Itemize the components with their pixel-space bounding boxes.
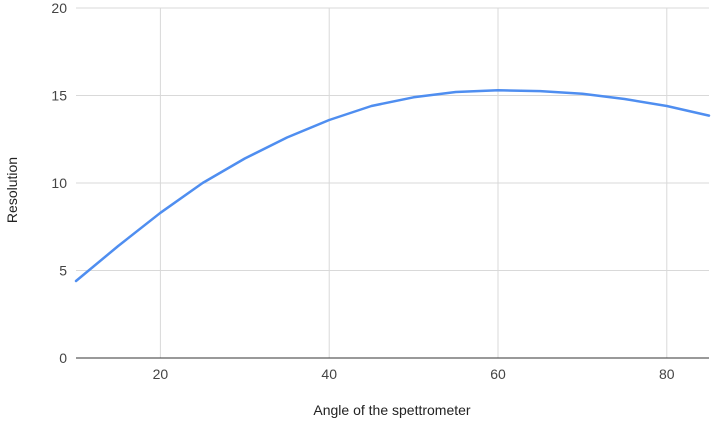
data-point [666, 105, 668, 107]
x-axis-ticks: 20 40 60 80 [153, 366, 675, 382]
y-tick-label: 20 [51, 0, 67, 16]
series-group [74, 89, 711, 283]
data-point [159, 212, 161, 214]
y-tick-label: 0 [59, 350, 67, 366]
data-point [201, 182, 203, 184]
data-point [412, 96, 414, 98]
data-point [286, 136, 288, 138]
data-point [75, 280, 77, 282]
gridlines [76, 7, 709, 358]
data-point [244, 157, 246, 159]
x-tick-label: 80 [659, 366, 675, 382]
data-point [497, 89, 499, 91]
data-point [623, 98, 625, 100]
data-point [370, 105, 372, 107]
data-point [708, 114, 710, 116]
data-point [455, 91, 457, 93]
y-tick-label: 10 [51, 175, 67, 191]
x-tick-label: 60 [490, 366, 506, 382]
x-tick-label: 40 [321, 366, 337, 382]
y-axis-ticks: 0 5 10 15 20 [51, 0, 67, 366]
y-axis-title: Resolution [4, 157, 20, 223]
series-line-0 [74, 89, 711, 283]
data-point [539, 90, 541, 92]
data-point [117, 245, 119, 247]
y-tick-label: 5 [59, 263, 67, 279]
data-point [581, 93, 583, 95]
data-point [328, 119, 330, 121]
y-tick-label: 15 [51, 88, 67, 104]
x-axis-title: Angle of the spettrometer [313, 402, 471, 418]
x-tick-label: 20 [153, 366, 169, 382]
